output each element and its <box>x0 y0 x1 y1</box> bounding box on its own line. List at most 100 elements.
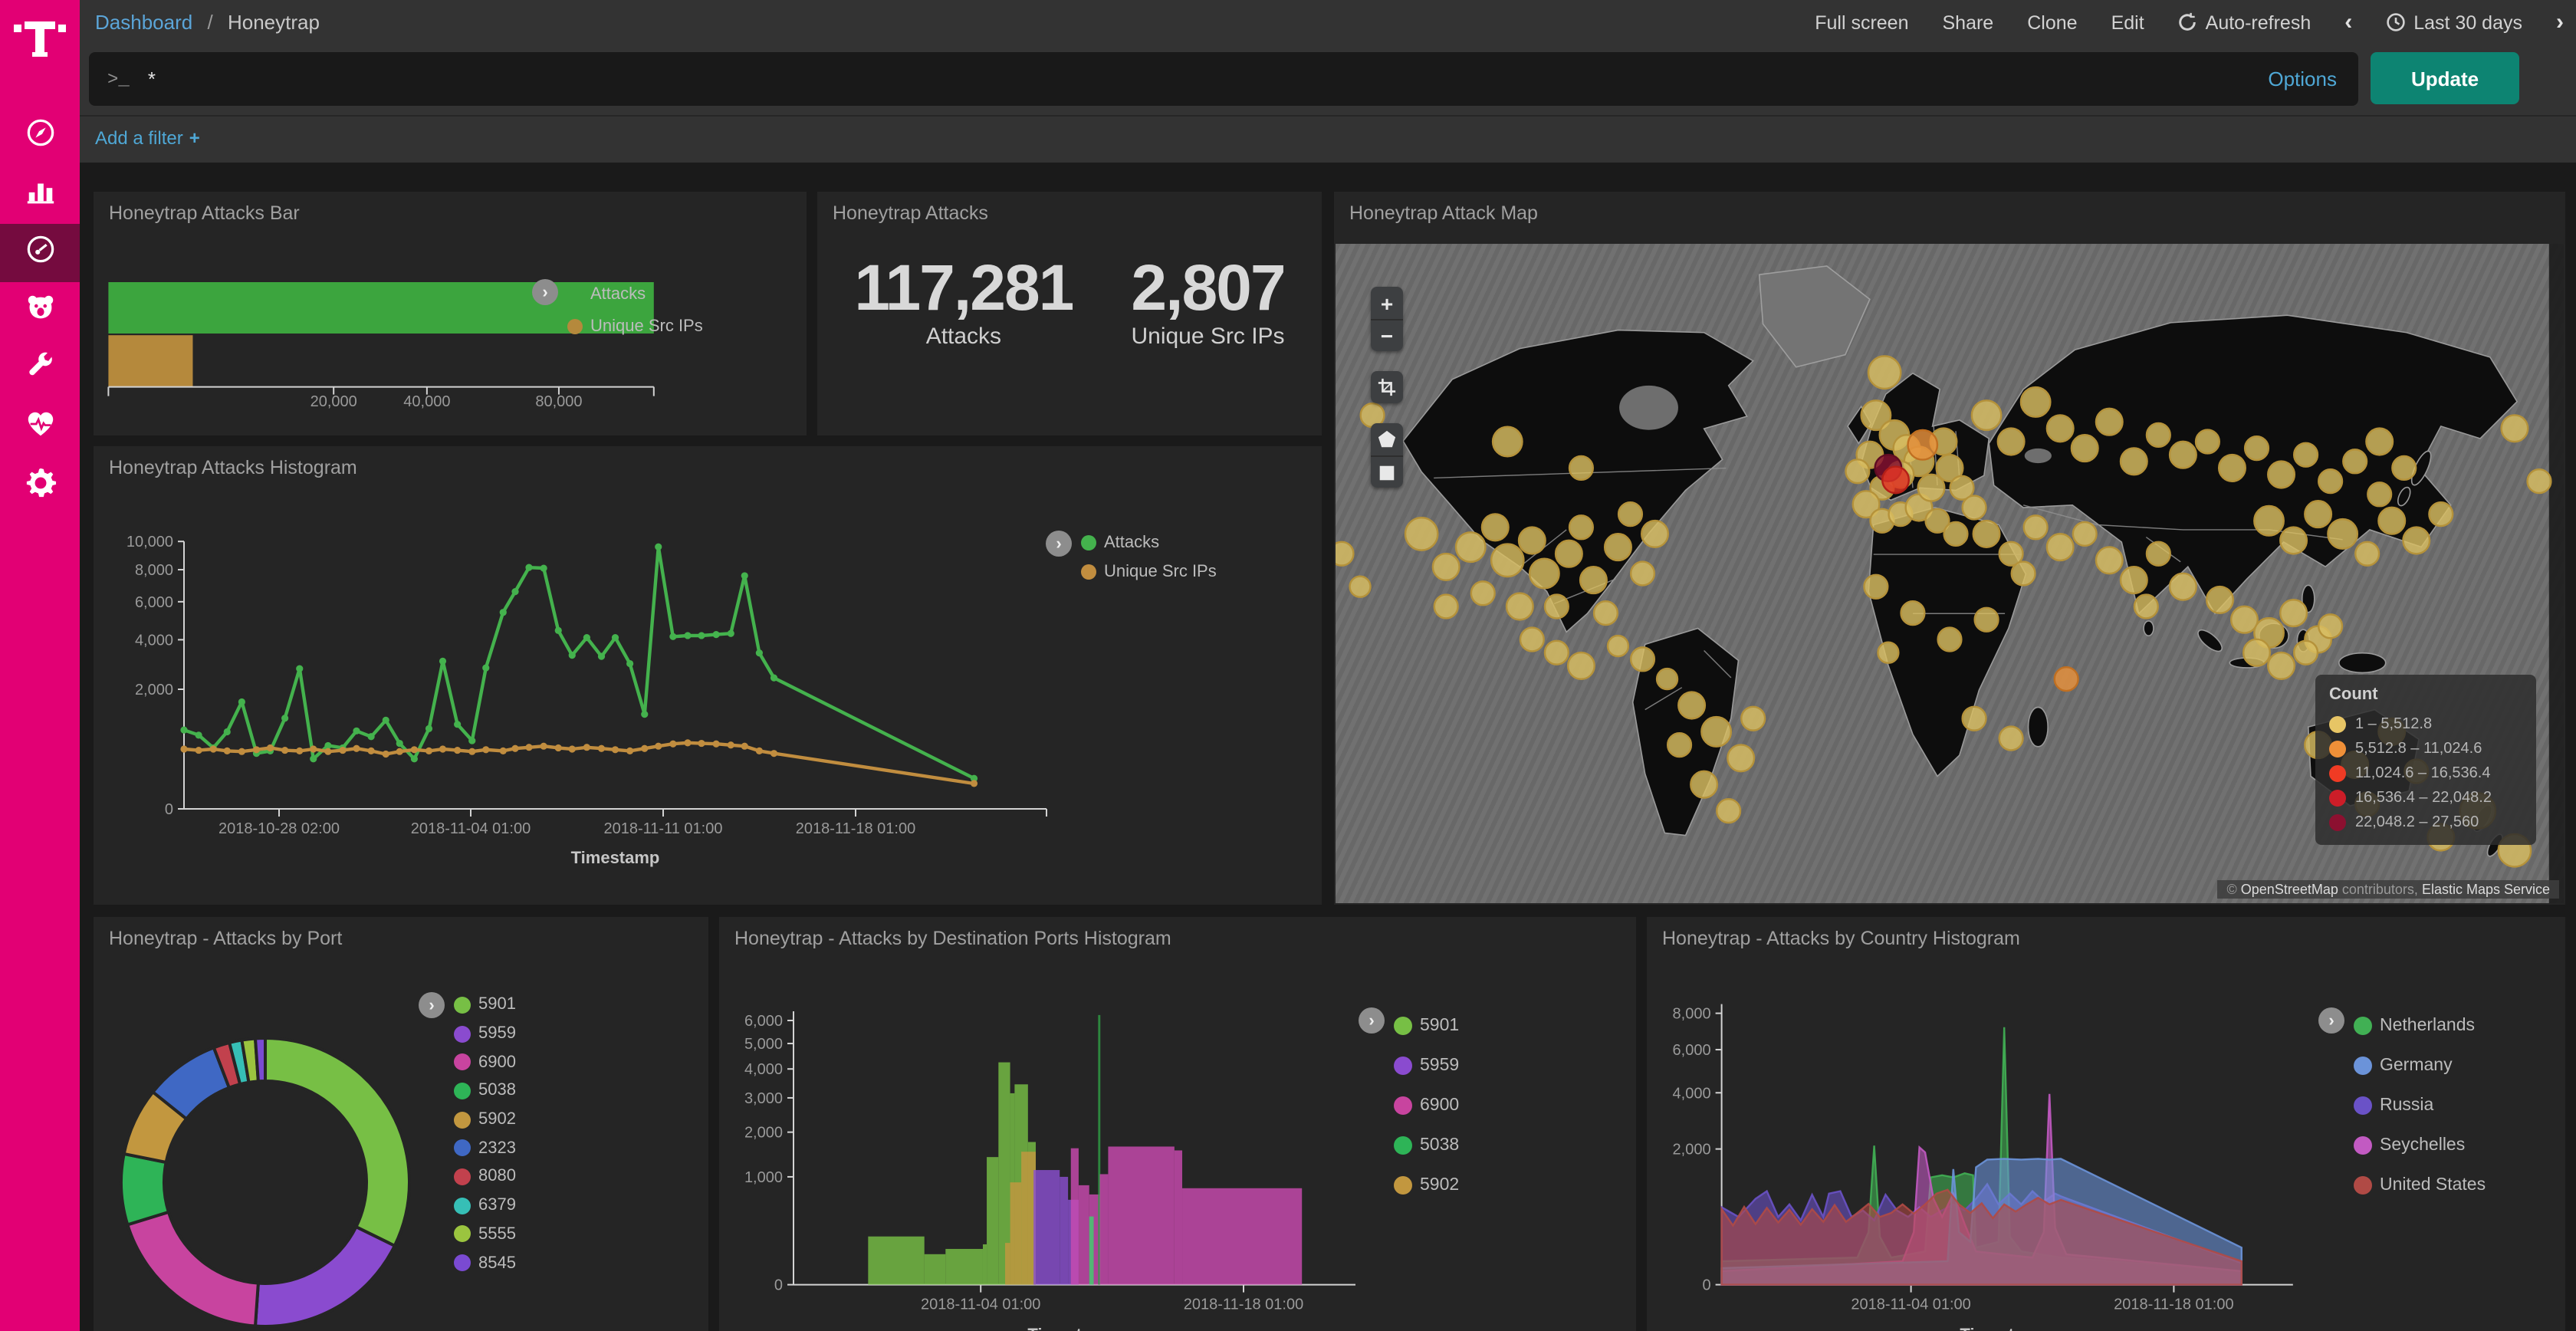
attack-location-circle[interactable] <box>2526 468 2552 495</box>
attack-location-circle[interactable] <box>2402 526 2431 555</box>
attack-location-circle[interactable] <box>2428 501 2454 527</box>
attack-location-circle[interactable] <box>2053 666 2079 692</box>
legend-item[interactable]: United States <box>2354 1165 2486 1205</box>
attack-location-circle[interactable] <box>1961 495 1987 521</box>
attack-location-circle[interactable] <box>2318 468 2344 495</box>
donut-slice-5038[interactable] <box>120 1152 171 1227</box>
attack-location-circle[interactable] <box>1349 575 1372 598</box>
attack-location-circle[interactable] <box>2119 447 2148 476</box>
sidebar-item-dashboard[interactable] <box>0 224 80 282</box>
legend-toggle-icon[interactable]: › <box>532 279 558 305</box>
attack-location-circle[interactable] <box>2022 514 2049 541</box>
attack-location-circle[interactable] <box>1480 513 1510 542</box>
attack-location-circle[interactable] <box>2145 541 2171 567</box>
legend-toggle-icon[interactable]: › <box>1359 1007 1385 1034</box>
attack-location-circle[interactable] <box>1579 566 1608 595</box>
attack-location-circle[interactable] <box>1603 533 1632 562</box>
attack-location-circle[interactable] <box>2119 566 2148 595</box>
sidebar-item-visualize[interactable] <box>0 166 80 224</box>
attack-location-circle[interactable] <box>1543 639 1569 666</box>
legend-item[interactable]: 5959 <box>1394 1046 1459 1086</box>
full-screen-button[interactable]: Full screen <box>1815 12 1909 33</box>
attack-location-circle[interactable] <box>1998 725 2024 751</box>
legend-toggle-icon[interactable]: › <box>2318 1007 2344 1034</box>
clone-button[interactable]: Clone <box>2027 12 2078 33</box>
edit-button[interactable]: Edit <box>2111 12 2144 33</box>
attack-location-circle[interactable] <box>1996 427 2026 456</box>
zoom-in-button[interactable]: + <box>1371 287 1403 319</box>
attack-location-circle[interactable] <box>1852 490 1881 519</box>
attack-location-circle[interactable] <box>1973 606 1999 633</box>
legend-item[interactable]: 6379 <box>454 1191 516 1220</box>
legend-item[interactable]: Unique Src IPs <box>567 310 703 342</box>
attack-location-circle[interactable] <box>2267 460 2296 489</box>
attack-location-circle[interactable] <box>1568 455 1594 481</box>
attack-location-circle[interactable] <box>2318 613 2344 639</box>
attack-location-circle[interactable] <box>2391 455 2417 481</box>
legend-item[interactable]: Germany <box>2354 1046 2486 1086</box>
sidebar-item-discover[interactable] <box>0 107 80 166</box>
attack-location-circle[interactable] <box>2095 407 2124 436</box>
attack-location-circle[interactable] <box>2377 506 2407 535</box>
attack-location-circle[interactable] <box>1517 526 1546 555</box>
share-button[interactable]: Share <box>1942 12 1994 33</box>
sidebar-item-monitoring[interactable] <box>0 399 80 457</box>
attack-location-circle[interactable] <box>2205 585 2234 614</box>
attack-location-circle[interactable] <box>1655 667 1679 691</box>
attack-location-circle[interactable] <box>1935 453 1964 482</box>
attack-location-circle[interactable] <box>2242 638 2272 667</box>
attack-location-circle[interactable] <box>2327 518 2359 550</box>
donut-slice-5959[interactable] <box>253 1224 397 1328</box>
legend-item[interactable]: 5902 <box>454 1106 516 1134</box>
draw-polygon-button[interactable] <box>1371 423 1403 455</box>
attack-location-circle[interactable] <box>1433 593 1459 619</box>
query-options-link[interactable]: Options <box>2268 67 2337 90</box>
attack-location-circle[interactable] <box>2070 434 2099 463</box>
attack-location-circle[interactable] <box>1568 514 1594 541</box>
attack-location-circle[interactable] <box>2342 449 2368 475</box>
attack-location-circle[interactable] <box>2279 526 2308 555</box>
attack-location-circle[interactable] <box>1917 473 1946 502</box>
attack-location-circle[interactable] <box>1677 691 1707 720</box>
legend-item[interactable]: 5901 <box>1394 1006 1459 1046</box>
world-map[interactable]: + − <box>1336 244 2564 903</box>
attack-location-circle[interactable] <box>1629 560 1656 587</box>
legend-item[interactable]: 2323 <box>454 1134 516 1162</box>
attack-location-circle[interactable] <box>1505 592 1534 621</box>
attack-location-circle[interactable] <box>2072 521 2098 547</box>
legend-toggle-icon[interactable]: › <box>1046 531 1072 557</box>
attack-location-circle[interactable] <box>1860 399 1892 432</box>
attribution-link[interactable]: OpenStreetMap <box>2240 882 2338 897</box>
attack-location-circle[interactable] <box>2145 422 2171 449</box>
attack-location-circle[interactable] <box>1336 541 1355 567</box>
attack-location-circle[interactable] <box>2292 639 2319 666</box>
attack-location-circle[interactable] <box>1617 501 1644 527</box>
attack-location-circle[interactable] <box>1543 593 1569 619</box>
legend-item[interactable]: 5038 <box>1394 1126 1459 1165</box>
legend-item[interactable]: 6900 <box>1394 1086 1459 1126</box>
sidebar-item-dev-tools[interactable] <box>0 340 80 399</box>
draw-rectangle-button[interactable] <box>1371 455 1403 488</box>
legend-item[interactable]: 8545 <box>454 1248 516 1277</box>
attack-location-circle[interactable] <box>1592 600 1619 626</box>
add-filter-link[interactable]: Add a filter + <box>95 127 200 149</box>
legend-item[interactable]: Seychelles <box>2354 1126 2486 1165</box>
attack-location-circle[interactable] <box>1867 355 1902 390</box>
legend-toggle-icon[interactable]: › <box>419 992 445 1018</box>
attack-location-circle[interactable] <box>2279 599 2308 628</box>
attack-location-circle[interactable] <box>1629 646 1656 672</box>
attack-location-circle[interactable] <box>1972 519 2001 548</box>
fit-data-bounds-button[interactable] <box>1371 371 1403 403</box>
attack-location-circle[interactable] <box>1727 744 1756 773</box>
donut-slice-6900[interactable] <box>125 1210 260 1328</box>
attack-location-circle[interactable] <box>1454 531 1487 564</box>
attack-location-circle[interactable] <box>2229 605 2259 634</box>
legend-item[interactable]: 5555 <box>454 1220 516 1248</box>
attack-location-circle[interactable] <box>1943 521 1969 547</box>
legend-item[interactable]: Russia <box>2354 1086 2486 1126</box>
auto-refresh-button[interactable]: Auto-refresh <box>2178 12 2311 33</box>
attack-location-circle[interactable] <box>2045 414 2075 443</box>
sidebar-item-siem[interactable] <box>0 282 80 340</box>
attack-location-circle[interactable] <box>2292 442 2319 468</box>
attack-location-circle[interactable] <box>1491 426 1523 458</box>
